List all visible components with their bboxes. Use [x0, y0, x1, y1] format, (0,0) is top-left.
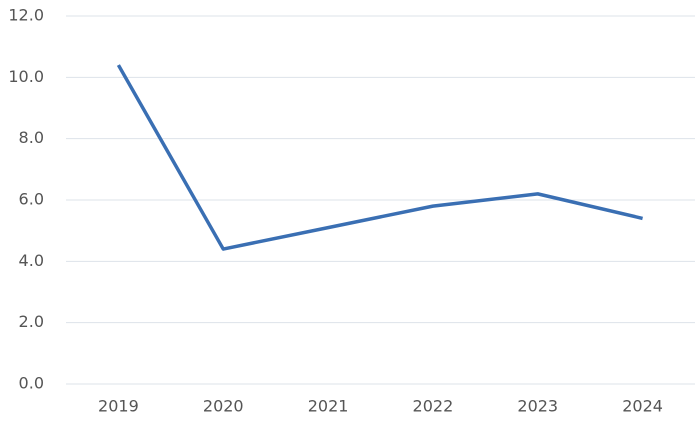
y-tick-label: 2.0	[19, 312, 44, 331]
y-tick-label: 4.0	[19, 251, 44, 270]
x-tick-label: 2022	[413, 397, 454, 416]
x-tick-label: 2021	[308, 397, 349, 416]
y-tick-label: 10.0	[8, 67, 44, 86]
y-tick-label: 6.0	[19, 190, 44, 209]
y-tick-label: 8.0	[19, 128, 44, 147]
x-tick-label: 2024	[622, 397, 663, 416]
x-tick-label: 2023	[517, 397, 558, 416]
x-tick-label: 2019	[98, 397, 139, 416]
data-line	[116, 64, 643, 251]
x-tick-label: 2020	[203, 397, 244, 416]
y-tick-label: 12.0	[8, 6, 44, 25]
y-tick-label: 0.0	[19, 374, 44, 393]
